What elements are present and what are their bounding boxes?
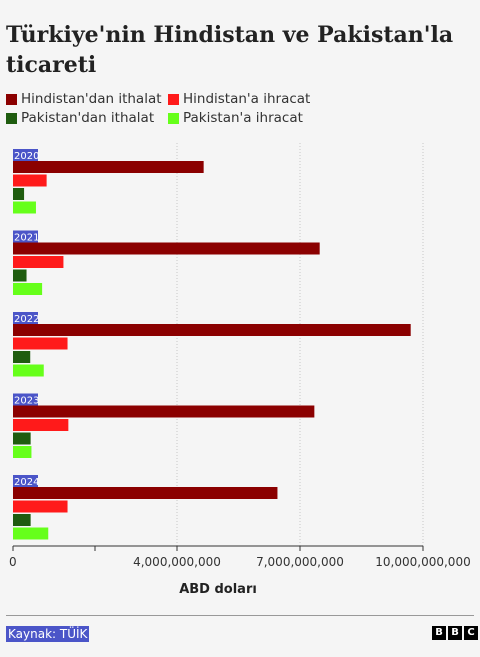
year-label: 2020 (14, 151, 39, 162)
source-label: Kaynak: TÜİK (6, 626, 90, 642)
bar (13, 337, 68, 350)
bar (13, 256, 64, 268)
bar (13, 161, 204, 173)
legend-item: Pakistan'dan ithalat (6, 110, 168, 126)
legend-swatch (6, 112, 17, 124)
bar (13, 188, 25, 200)
bar (13, 201, 36, 214)
bar (13, 242, 320, 255)
x-tick-label: 4,000,000,000 (133, 555, 221, 569)
bar (13, 364, 44, 377)
legend-label: Pakistan'dan ithalat (21, 110, 155, 126)
bar (13, 324, 411, 336)
bbc-logo-letter: B (448, 626, 462, 640)
bbc-logo: B B C (432, 626, 478, 640)
bar (13, 432, 31, 445)
year-label-box (13, 230, 38, 243)
bar (13, 351, 31, 363)
bar (13, 283, 43, 295)
x-tick-label: 10,000,000,000 (375, 555, 470, 569)
bar-chart: 2020 2021 2022 2023 2024 0 4,000,000,000 7,000,… (9, 143, 471, 597)
bar (13, 269, 27, 282)
bar (13, 514, 31, 526)
bar (13, 527, 49, 540)
year-label-box (13, 475, 38, 487)
legend-item: Hindistan'dan ithalat (6, 91, 168, 107)
bar (13, 500, 68, 513)
year-label-box (13, 312, 38, 324)
chart-title: Türkiye'nin Hindistan ve Pakistan'la tic… (6, 22, 454, 78)
bbc-logo-letter: C (464, 626, 478, 640)
x-axis-title: ABD doları (179, 582, 257, 597)
x-tick-label: 7,000,000,000 (256, 555, 344, 569)
year-label: 2022 (14, 314, 39, 325)
legend-swatch (168, 93, 179, 105)
bar (13, 174, 47, 187)
legend-item: Hindistan'a ihracat (168, 91, 310, 107)
year-label: 2023 (14, 396, 39, 407)
year-label: 2021 (14, 233, 39, 244)
year-label: 2024 (14, 477, 39, 488)
bbc-logo-letter: B (432, 626, 446, 640)
bar (13, 446, 32, 458)
legend-swatch (6, 93, 17, 105)
year-label-box (13, 149, 38, 161)
legend: Hindistan'dan ithalat Hindistan'a ihraca… (6, 91, 476, 126)
legend-item: Pakistan'a ihracat (168, 110, 303, 126)
bar (13, 405, 315, 418)
footer-divider (6, 615, 474, 616)
legend-label: Pakistan'a ihracat (183, 110, 303, 126)
legend-swatch (168, 112, 179, 124)
bar (13, 487, 278, 499)
x-tick-label: 0 (9, 555, 17, 569)
legend-label: Hindistan'a ihracat (183, 91, 311, 107)
legend-label: Hindistan'dan ithalat (21, 91, 162, 107)
bar (13, 419, 69, 431)
year-label-box (13, 393, 38, 406)
